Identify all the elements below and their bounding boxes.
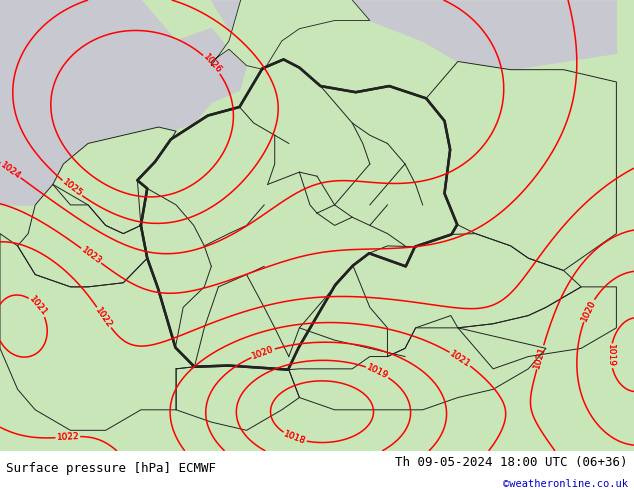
Polygon shape [211, 0, 370, 70]
Text: 1025: 1025 [60, 178, 84, 199]
Text: 1021: 1021 [448, 349, 472, 369]
Text: 1023: 1023 [79, 245, 103, 266]
Text: 1019: 1019 [606, 344, 616, 368]
Text: 1019: 1019 [365, 363, 390, 381]
Text: 1024: 1024 [0, 160, 22, 181]
Text: 1022: 1022 [94, 306, 114, 329]
Text: 1026: 1026 [201, 53, 223, 75]
Text: 1022: 1022 [56, 432, 79, 442]
Text: 1021: 1021 [27, 294, 49, 318]
Text: Surface pressure [hPa] ECMWF: Surface pressure [hPa] ECMWF [6, 462, 216, 475]
Polygon shape [138, 59, 457, 369]
Text: 1025: 1025 [60, 178, 84, 199]
Polygon shape [426, 61, 616, 270]
Text: 1018: 1018 [282, 429, 307, 446]
Text: 1023: 1023 [79, 245, 103, 266]
Polygon shape [53, 127, 176, 234]
Text: 1022: 1022 [94, 306, 114, 329]
Polygon shape [211, 0, 616, 70]
Text: 1022: 1022 [56, 432, 79, 442]
Text: 1021: 1021 [27, 294, 49, 318]
Text: 1021: 1021 [533, 345, 548, 369]
Text: 1021: 1021 [448, 349, 472, 369]
Text: ©weatheronline.co.uk: ©weatheronline.co.uk [503, 479, 628, 489]
Polygon shape [176, 366, 299, 430]
Text: 1019: 1019 [606, 344, 616, 368]
Text: 1020: 1020 [250, 344, 275, 361]
Polygon shape [353, 234, 581, 357]
Polygon shape [0, 234, 195, 430]
Text: 1021: 1021 [533, 345, 548, 369]
Text: 1019: 1019 [365, 363, 390, 381]
Polygon shape [289, 316, 546, 410]
Polygon shape [458, 287, 616, 369]
Text: 1020: 1020 [579, 298, 597, 323]
Polygon shape [0, 0, 247, 205]
Text: 1026: 1026 [201, 53, 223, 75]
Text: 1024: 1024 [0, 160, 22, 181]
Text: 1020: 1020 [579, 298, 597, 323]
Polygon shape [18, 184, 147, 287]
Text: 1020: 1020 [250, 344, 275, 361]
Text: Th 09-05-2024 18:00 UTC (06+36): Th 09-05-2024 18:00 UTC (06+36) [395, 456, 628, 469]
Text: 1018: 1018 [282, 429, 307, 446]
